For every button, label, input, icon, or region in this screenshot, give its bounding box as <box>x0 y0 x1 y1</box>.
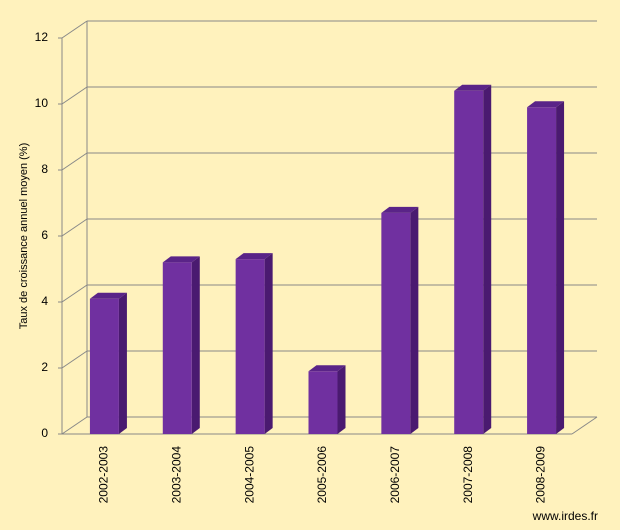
y-tick-label: 0 <box>41 426 48 440</box>
grid-line <box>61 350 88 369</box>
bar-top <box>454 84 492 91</box>
bar-side <box>264 253 273 434</box>
bar-side <box>483 84 492 435</box>
bar-side <box>337 365 346 434</box>
bar-front <box>308 371 338 434</box>
bar-top <box>162 256 200 263</box>
x-tick-label: 2008-2009 <box>534 446 548 504</box>
grid-line <box>61 20 88 39</box>
x-tick-label: 2007-2008 <box>461 446 475 504</box>
bar-top <box>235 253 273 260</box>
grid-line <box>61 416 88 435</box>
y-axis-title: Taux de croissance annuel moyen (%) <box>18 143 30 329</box>
bar-front <box>89 298 119 434</box>
bar-side <box>118 292 127 434</box>
bar <box>308 365 346 434</box>
y-tick-label: 2 <box>41 360 48 374</box>
bar-side <box>191 256 200 434</box>
bar <box>162 256 200 434</box>
bar-top <box>527 101 565 108</box>
y-tick-label: 6 <box>41 228 48 242</box>
bar <box>235 253 273 434</box>
x-tick-label: 2002-2003 <box>97 446 111 504</box>
x-tick-label: 2006-2007 <box>388 446 402 504</box>
bar-front <box>235 259 265 434</box>
bar-side <box>556 101 565 435</box>
bar-front <box>381 212 411 434</box>
bar-side <box>410 206 419 434</box>
grid-line <box>61 218 88 237</box>
bar <box>454 84 492 435</box>
bar-top <box>89 292 127 299</box>
y-tick-label: 10 <box>35 96 49 110</box>
source: www.irdes.fr <box>532 509 598 523</box>
x-tick-label: 2004-2005 <box>242 446 256 504</box>
bar <box>89 292 127 434</box>
bar-front <box>162 262 192 434</box>
x-tick-label: 2003-2004 <box>169 446 183 504</box>
bar-top <box>308 365 346 372</box>
floor-edge <box>571 416 598 435</box>
bar-top <box>381 206 419 213</box>
bar-front <box>527 107 557 435</box>
bar <box>527 101 565 435</box>
y-tick-label: 12 <box>35 30 49 44</box>
bar <box>381 206 419 434</box>
x-tick-label: 2005-2006 <box>315 446 329 504</box>
grid-line <box>61 284 88 303</box>
y-tick-label: 4 <box>41 294 48 308</box>
grid-line <box>61 152 88 171</box>
grid-line <box>61 86 88 105</box>
y-tick-label: 8 <box>41 162 48 176</box>
bar-front <box>454 90 484 435</box>
